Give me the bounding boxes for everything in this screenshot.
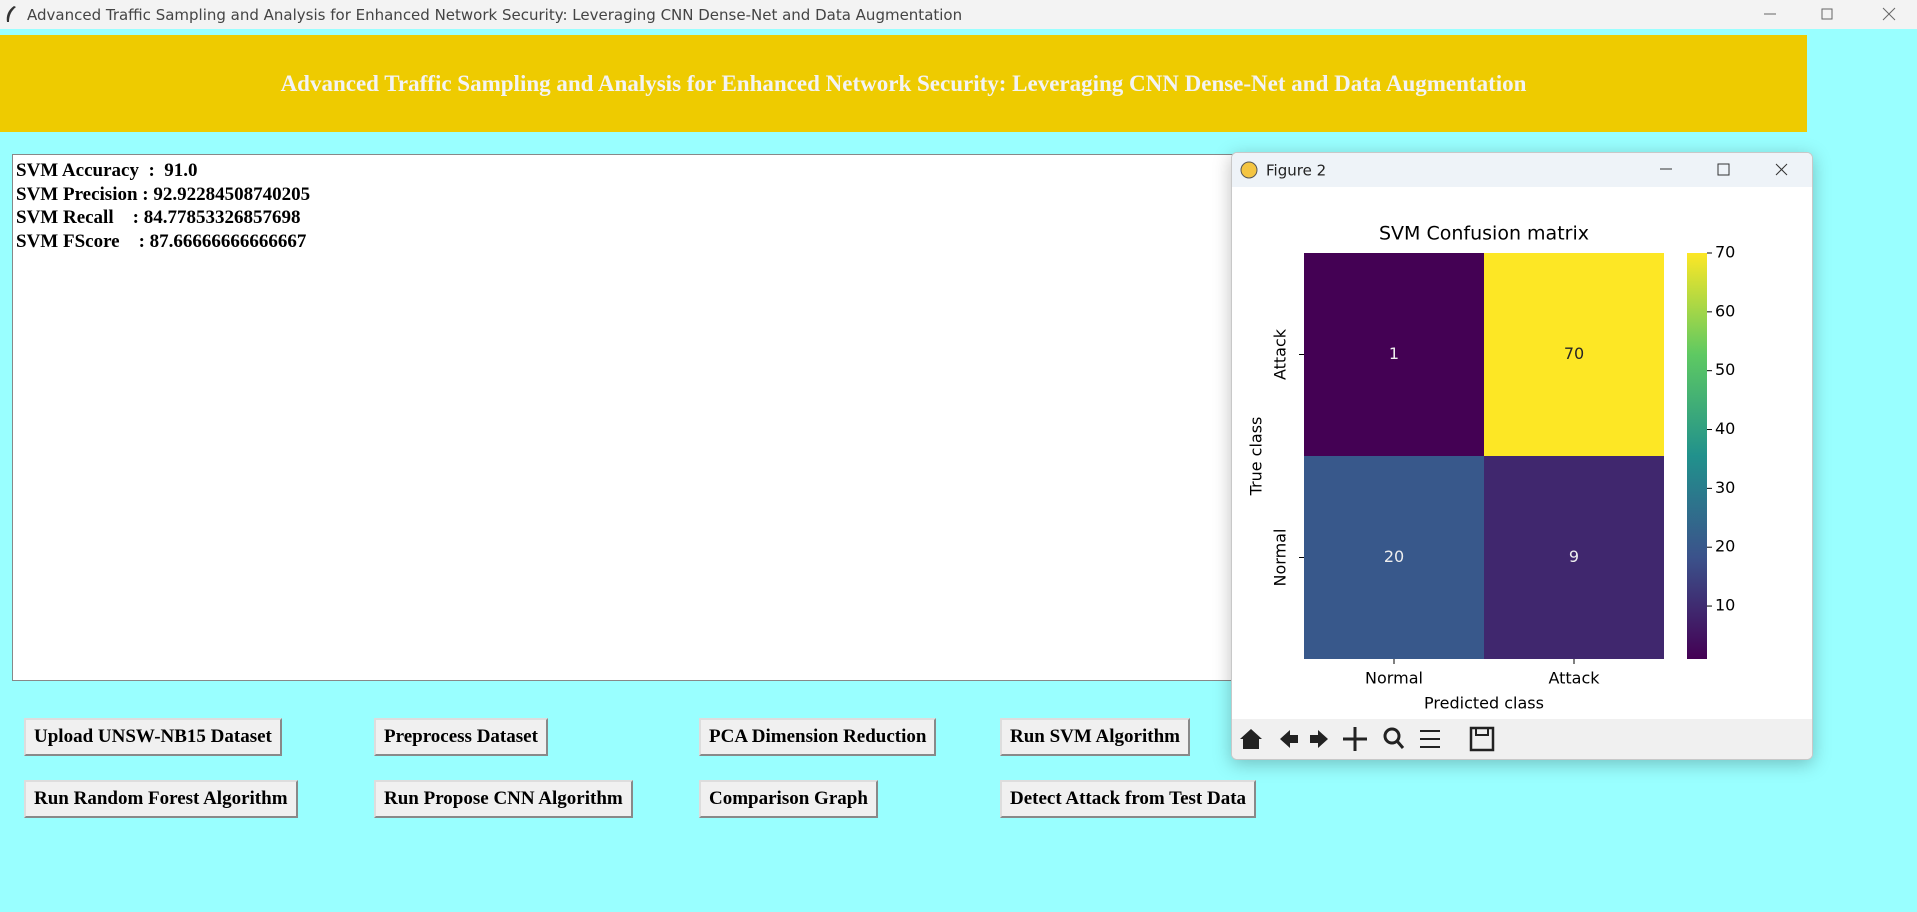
- button[interactable]: PCA Dimension Reduction: [699, 718, 937, 756]
- toolbar: [1232, 719, 1812, 759]
- button[interactable]: Detect Attack from Test Data: [1000, 780, 1257, 818]
- colorbar-tick-label: 30: [1715, 478, 1735, 497]
- output-line: SVM FScore : 87.66666666666667: [16, 230, 307, 252]
- output-text: SVM Accuracy : 91.0 SVM Precision : 92.9…: [12, 154, 1244, 681]
- y-tick-label: Attack: [1271, 328, 1290, 380]
- heatmap-cell: [1484, 253, 1664, 456]
- output-line: SVM Precision : 92.92284508740205: [16, 183, 311, 205]
- window-controls[interactable]: [1740, 0, 1917, 29]
- cell-label: 9: [1569, 547, 1579, 566]
- button[interactable]: Upload UNSW-NB15 Dataset: [24, 718, 282, 756]
- y-tick-label: Normal: [1271, 529, 1290, 587]
- app-icon: [6, 6, 17, 22]
- colorbar-tick-label: 10: [1715, 596, 1735, 615]
- colorbar-tick-label: 20: [1715, 537, 1735, 556]
- output-line: SVM Recall : 84.77853326857698: [16, 207, 301, 228]
- button[interactable]: Preprocess Dataset: [374, 718, 548, 756]
- button[interactable]: Run SVM Algorithm: [1000, 718, 1190, 756]
- colorbar-tick-label: 50: [1715, 360, 1735, 379]
- heatmap-cell: [1484, 456, 1664, 659]
- header-title: Advanced Traffic Sampling and Analysis f…: [280, 70, 1527, 96]
- button[interactable]: Run Random Forest Algorithm: [24, 780, 298, 818]
- toolbar-icons[interactable]: [1240, 726, 1495, 752]
- colorbar: [1687, 253, 1707, 659]
- button[interactable]: Comparison Graph: [699, 780, 878, 818]
- cell-label: 70: [1564, 344, 1584, 363]
- figure-titlebar: [1232, 153, 1812, 187]
- button[interactable]: Run Propose CNN Algorithm: [374, 780, 633, 818]
- figure-title: Figure 2: [1266, 162, 1326, 180]
- x-tick-label: Attack: [1548, 669, 1600, 688]
- y-axis-label: True class: [1247, 417, 1266, 497]
- x-tick-label: Normal: [1365, 669, 1423, 688]
- figure-controls[interactable]: [1660, 163, 1788, 176]
- output-line: SVM Accuracy : 91.0: [16, 160, 198, 181]
- heatmap-cell: [1304, 456, 1484, 659]
- figure-icon: [1240, 161, 1258, 179]
- title-bar: Advanced Traffic Sampling and Analysis f…: [0, 0, 1917, 29]
- colorbar-tick-label: 40: [1715, 419, 1735, 438]
- figure-window: Figure 2 SVM Confusion matrix 1 70 20 9 Norma…: [1231, 152, 1813, 760]
- x-axis-label: Predicted class: [1424, 694, 1544, 713]
- colorbar-tick-label: 70: [1715, 243, 1735, 262]
- cell-label: 1: [1389, 344, 1399, 363]
- chart-title: SVM Confusion matrix: [1379, 223, 1589, 245]
- figure: Figure 2 SVM Confusion matrix 1 70 20 9 Norma…: [1232, 153, 1812, 759]
- header: Advanced Traffic Sampling and Analysis f…: [0, 35, 1807, 132]
- heatmap-cell: [1304, 253, 1484, 456]
- cell-label: 20: [1384, 547, 1404, 566]
- window-title: Advanced Traffic Sampling and Analysis f…: [27, 6, 963, 24]
- colorbar-tick-label: 60: [1715, 301, 1735, 320]
